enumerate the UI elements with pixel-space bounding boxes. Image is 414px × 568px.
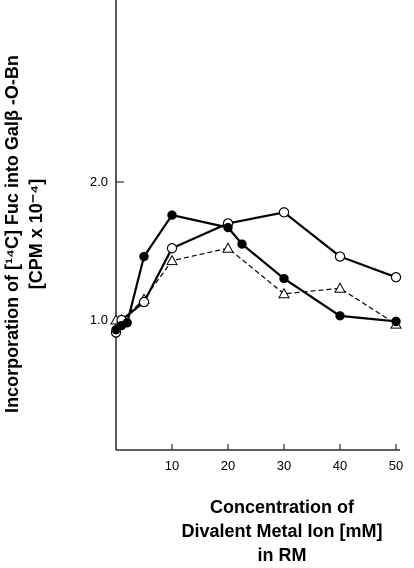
data-point-open-triangle bbox=[334, 282, 346, 293]
data-point-filled-circle bbox=[391, 316, 401, 327]
series-line-2 bbox=[114, 211, 397, 333]
x-axis-label-line-3: in RM bbox=[257, 545, 307, 565]
series-line-3 bbox=[116, 247, 397, 325]
data-point-open-triangle bbox=[166, 254, 178, 266]
data-point-filled-circle bbox=[223, 222, 233, 233]
x-tick-label: 30 bbox=[277, 458, 291, 473]
y-tick-label: 2.0 bbox=[90, 174, 108, 189]
y-axis-label-line-2: [CPM x 10⁻⁴] bbox=[26, 178, 46, 290]
data-point-filled-circle bbox=[237, 239, 247, 249]
data-point-open-circle bbox=[278, 207, 290, 218]
y-axis-label-line-1: Incorporation of [¹⁴C] Fuc into Galβ -O-… bbox=[2, 55, 22, 413]
data-point-open-circle bbox=[138, 296, 150, 308]
x-tick-label: 10 bbox=[165, 458, 179, 473]
data-point-filled-circle bbox=[139, 251, 149, 262]
data-point-open-triangle bbox=[222, 242, 234, 253]
data-point-filled-circle bbox=[122, 318, 132, 328]
marker-layer bbox=[110, 207, 402, 338]
data-point-filled-circle bbox=[335, 311, 345, 321]
data-point-filled-circle bbox=[279, 273, 289, 284]
y-axis-label: Incorporation of [¹⁴C] Fuc into Galβ -O-… bbox=[0, 0, 80, 468]
x-axis-label: Concentration of Divalent Metal Ion [mM]… bbox=[150, 495, 414, 567]
x-tick-label: 50 bbox=[389, 458, 403, 473]
data-point-open-circle bbox=[166, 243, 178, 254]
x-tick-label: 40 bbox=[333, 458, 347, 473]
data-point-open-circle bbox=[390, 272, 402, 283]
x-axis-label-line-1: Concentration of bbox=[210, 497, 354, 517]
data-point-open-circle bbox=[334, 251, 346, 262]
series-layer bbox=[114, 211, 397, 333]
series-line-1 bbox=[115, 214, 397, 331]
data-point-filled-circle bbox=[167, 210, 177, 220]
y-tick-label: 1.0 bbox=[90, 312, 108, 327]
data-point-open-triangle bbox=[278, 287, 290, 299]
x-tick-label: 20 bbox=[221, 458, 235, 473]
x-axis-label-line-2: Divalent Metal Ion [mM] bbox=[181, 521, 383, 541]
axes: 10 20 30 40 50 1.0 2.0 bbox=[90, 0, 403, 473]
